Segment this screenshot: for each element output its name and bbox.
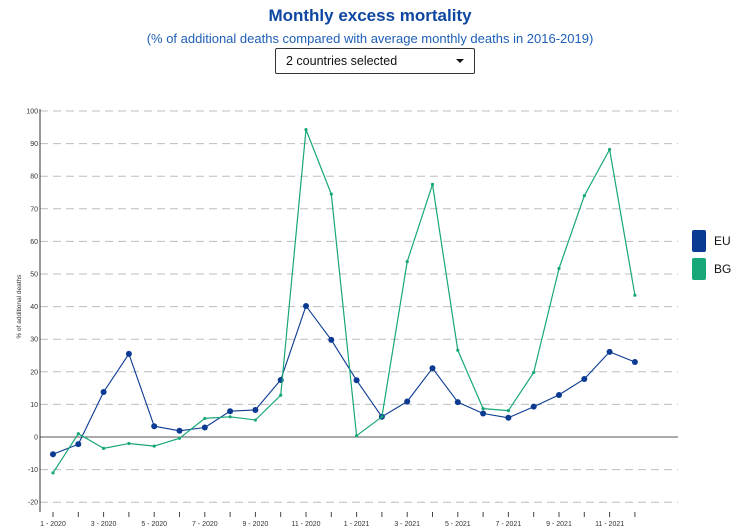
data-point-bg	[380, 415, 384, 419]
data-point-bg	[102, 446, 106, 451]
data-point-eu	[176, 427, 183, 434]
data-point-eu	[353, 377, 360, 384]
data-point-bg	[608, 147, 612, 152]
data-point-bg	[506, 408, 510, 413]
data-point-eu	[556, 391, 562, 398]
y-tick-label: 50	[30, 272, 38, 279]
data-point-eu	[201, 424, 208, 431]
data-point-eu	[581, 375, 588, 382]
data-point-eu	[404, 398, 411, 405]
y-tick-label: 20	[30, 369, 38, 376]
y-tick-label: 60	[30, 239, 38, 246]
x-tick-label: 3 - 2021	[394, 521, 420, 528]
data-point-bg	[51, 471, 55, 475]
series-line-bg	[52, 129, 636, 474]
y-tick-label: 40	[30, 304, 38, 311]
data-point-eu	[429, 365, 436, 372]
data-point-bg	[304, 127, 308, 132]
data-point-eu	[100, 389, 107, 396]
legend-swatch	[692, 258, 706, 280]
x-tick-label: 1 - 2021	[344, 521, 370, 528]
data-point-eu	[151, 423, 158, 430]
data-point-eu	[75, 441, 82, 448]
x-tick-label: 3 - 2020	[91, 521, 117, 528]
data-point-bg	[456, 348, 460, 352]
chart-title: Monthly excess mortality	[268, 6, 472, 25]
data-point-bg	[329, 192, 333, 196]
data-point-bg	[481, 407, 485, 411]
data-point-bg	[253, 418, 257, 422]
data-point-eu	[252, 406, 259, 413]
x-tick-label: 7 - 2020	[192, 521, 218, 528]
x-tick-label: 9 - 2020	[243, 521, 269, 528]
y-tick-label: -10	[28, 467, 38, 474]
data-point-eu	[631, 359, 638, 366]
y-tick-label: 100	[26, 109, 38, 116]
chart-subtitle: (% of additional deaths compared with av…	[146, 31, 594, 46]
data-point-bg	[279, 393, 283, 397]
data-point-eu	[303, 302, 309, 309]
data-point-bg	[557, 266, 561, 271]
data-point-eu	[328, 336, 335, 343]
x-tick-label: 1 - 2020	[40, 521, 66, 528]
y-tick-label: 70	[30, 206, 38, 213]
legend-label: EU	[714, 234, 731, 248]
data-point-eu	[50, 451, 56, 458]
data-point-eu	[454, 399, 461, 406]
data-point-eu	[505, 414, 512, 421]
series-line-eu	[52, 305, 636, 455]
data-point-bg	[355, 434, 359, 438]
country-selector-dropdown[interactable]: 2 countries selected	[275, 48, 475, 74]
legend-label: BG	[714, 262, 732, 276]
y-tick-label: 80	[30, 174, 38, 181]
data-point-bg	[430, 182, 435, 186]
y-tick-label: -20	[28, 500, 38, 507]
data-point-bg	[127, 441, 131, 446]
y-tick-label: 0	[34, 435, 38, 442]
data-point-bg	[532, 370, 536, 375]
x-tick-label: 9 - 2021	[546, 521, 572, 528]
data-point-eu	[606, 348, 613, 355]
data-point-bg	[633, 293, 637, 297]
data-point-bg	[177, 436, 182, 440]
legend-swatch	[692, 230, 706, 252]
x-tick-label: 5 - 2020	[141, 521, 167, 528]
data-point-eu	[530, 403, 537, 410]
data-point-bg	[228, 415, 232, 419]
y-tick-label: 10	[30, 402, 38, 409]
x-tick-label: 11 - 2021	[595, 521, 624, 528]
y-tick-label: 30	[30, 337, 38, 344]
x-tick-label: 7 - 2021	[496, 521, 522, 528]
data-point-bg	[405, 260, 409, 264]
x-tick-label: 11 - 2020	[291, 521, 320, 528]
data-point-eu	[125, 350, 132, 357]
x-tick-label: 5 - 2021	[445, 521, 471, 528]
data-point-eu	[480, 410, 487, 417]
data-point-bg	[582, 194, 586, 198]
country-selector-value: 2 countries selected	[286, 54, 398, 68]
data-point-bg	[203, 416, 207, 421]
y-tick-label: 90	[30, 141, 38, 148]
y-axis-title: % of additional deaths	[16, 274, 23, 339]
data-point-bg	[152, 444, 156, 448]
data-point-eu	[227, 408, 234, 415]
chevron-down-icon	[456, 59, 464, 63]
data-point-bg	[76, 432, 80, 436]
